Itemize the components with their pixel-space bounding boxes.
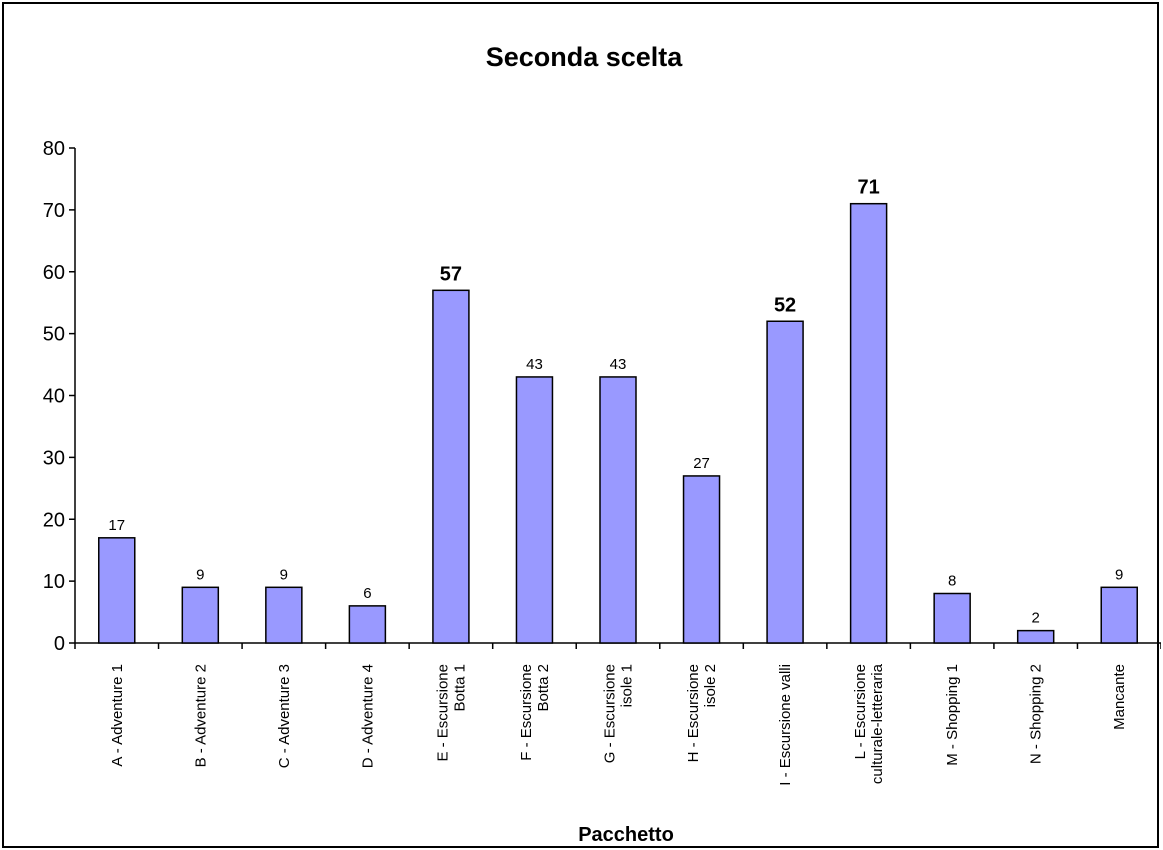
- category-label: isole 1: [619, 664, 636, 707]
- data-label: 43: [526, 356, 543, 373]
- data-label: 17: [108, 517, 125, 534]
- bar: [265, 586, 303, 644]
- plot-area: 0 10 20 30 40 50 60 70 80 17 A - Adventure 1 9 B - A…: [43, 138, 1161, 786]
- category-label: D - Adventure 4: [359, 664, 376, 768]
- bar: [432, 289, 470, 644]
- category-label: Botta 2: [535, 664, 552, 712]
- category-label: H - Escursione: [685, 664, 702, 762]
- bar: [849, 202, 888, 644]
- y-tick-label: 60: [43, 262, 65, 284]
- category-label: I - Escursione valli: [777, 664, 794, 786]
- bar: [933, 592, 971, 644]
- category-label: isole 2: [702, 664, 719, 707]
- x-axis-label: Pacchetto: [578, 824, 674, 846]
- y-tick-label: 40: [43, 386, 65, 408]
- category-label: L - Escursione: [852, 664, 869, 759]
- y-tick-label: 30: [43, 447, 65, 469]
- bar: [1016, 629, 1055, 644]
- data-label: 9: [196, 566, 204, 583]
- y-tick-label: 80: [43, 138, 65, 160]
- bar: [1100, 586, 1138, 644]
- bar: [766, 320, 804, 644]
- data-label: 9: [1115, 566, 1123, 583]
- data-label: 57: [440, 263, 462, 285]
- y-tick-label: 0: [54, 633, 65, 655]
- bar: [181, 586, 220, 644]
- data-label: 27: [693, 455, 710, 472]
- category-label: A - Adventure 1: [109, 664, 126, 767]
- y-tick-label: 20: [43, 509, 65, 531]
- y-tick-label: 50: [43, 324, 65, 346]
- y-tick-label: 70: [43, 200, 65, 222]
- category-label: G - Escursione: [602, 664, 619, 763]
- category-label: N - Shopping 2: [1028, 664, 1045, 764]
- bar-chart: Seconda scelta Pacchetto 0 10 20 30 40 50 60 70…: [43, 42, 1161, 846]
- category-label: B - Adventure 2: [192, 664, 209, 767]
- category-label: E - Escursione: [434, 664, 451, 762]
- category-label: C - Adventure 3: [276, 664, 293, 768]
- bar: [515, 376, 554, 644]
- y-tick-label: 10: [43, 571, 65, 593]
- category-label: F - Escursione: [518, 664, 535, 761]
- bar: [98, 537, 136, 644]
- bar: [599, 376, 637, 644]
- category-label: M - Shopping 1: [944, 664, 961, 766]
- data-label: 43: [610, 356, 627, 373]
- chart-title: Seconda scelta: [486, 42, 684, 72]
- data-label: 6: [363, 585, 371, 602]
- data-label: 8: [948, 573, 956, 590]
- bar: [348, 605, 387, 644]
- bar: [682, 475, 721, 644]
- category-label: Botta 1: [451, 664, 468, 712]
- data-label: 71: [857, 177, 879, 199]
- category-label: culturale-letteraria: [869, 663, 886, 784]
- data-label: 9: [280, 566, 288, 583]
- category-label: Mancante: [1111, 664, 1128, 730]
- data-label: 52: [774, 294, 796, 316]
- data-label: 2: [1032, 610, 1040, 627]
